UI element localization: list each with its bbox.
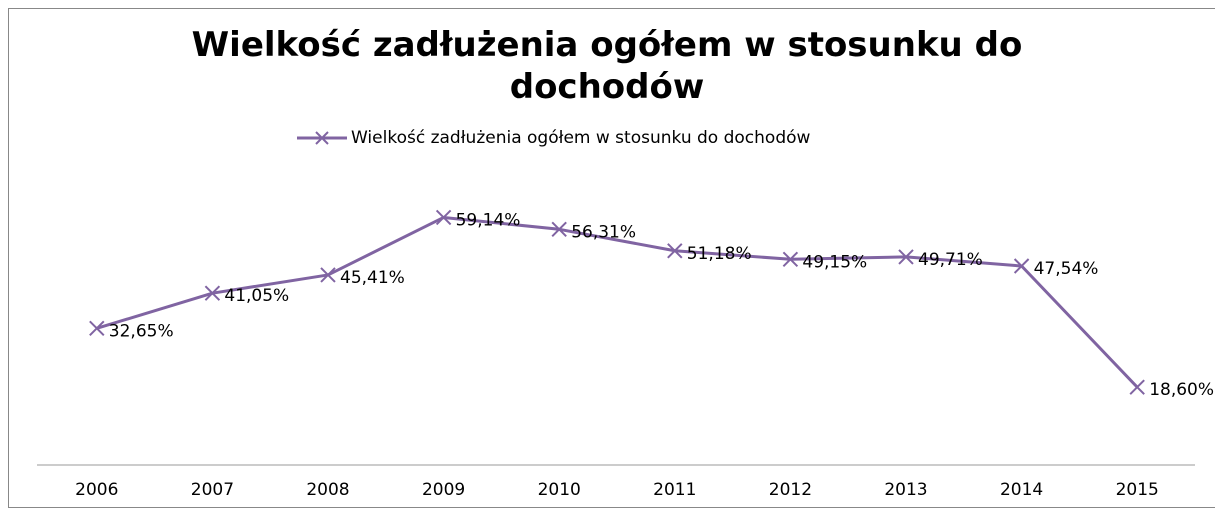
data-label: 49,15%	[802, 252, 867, 272]
x-tick-label: 2013	[884, 480, 927, 500]
data-label: 41,05%	[224, 286, 289, 306]
legend-marker	[315, 131, 329, 145]
x-tick-label: 2010	[538, 480, 581, 500]
x-tick-label: 2011	[653, 480, 696, 500]
marker	[667, 243, 683, 259]
x-tick-label: 2009	[422, 480, 465, 500]
chart-title: Wielkość zadłużenia ogółem w stosunku do…	[191, 25, 1023, 107]
data-label: 45,41%	[340, 268, 405, 288]
marker	[898, 249, 914, 265]
x-tick-label: 2014	[1000, 480, 1043, 500]
legend-label: Wielkość zadłużenia ogółem w stosunku do…	[351, 128, 811, 148]
data-label: 51,18%	[687, 244, 752, 264]
marker	[551, 221, 567, 238]
marker	[782, 251, 799, 267]
marker	[89, 320, 105, 337]
data-label: 59,14%	[456, 210, 521, 230]
data-label: 18,60%	[1149, 380, 1214, 400]
x-tick-label: 2008	[306, 480, 349, 500]
data-label: 49,71%	[918, 250, 983, 270]
x-tick-label: 2012	[769, 480, 812, 500]
x-tick-label: 2015	[1116, 480, 1159, 500]
data-label: 56,31%	[571, 222, 636, 242]
marker	[320, 267, 336, 283]
data-label: 47,54%	[1034, 259, 1099, 279]
x-tick-label: 2007	[191, 480, 234, 500]
marker	[1013, 258, 1030, 274]
series-line	[96, 215, 1139, 389]
data-label: 32,65%	[109, 321, 174, 341]
x-tick-label: 2006	[75, 480, 118, 500]
marker	[1129, 379, 1145, 395]
marker	[435, 209, 452, 226]
marker	[204, 285, 221, 301]
